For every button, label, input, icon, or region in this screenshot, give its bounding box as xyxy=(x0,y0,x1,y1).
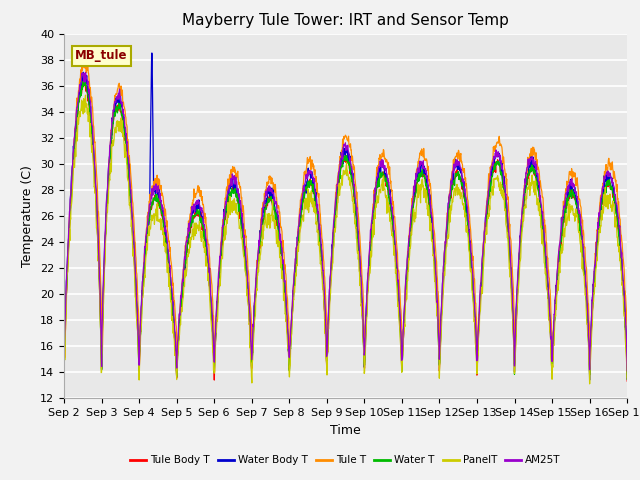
Tule T xyxy=(507,238,515,243)
Tule T xyxy=(549,357,557,363)
Tule Body T xyxy=(433,311,441,317)
Water Body T xyxy=(433,304,441,310)
Tule T xyxy=(60,312,68,318)
Y-axis label: Temperature (C): Temperature (C) xyxy=(22,165,35,267)
Tule Body T xyxy=(60,372,68,377)
Water T xyxy=(623,376,631,382)
AM25T xyxy=(82,70,90,75)
Tule T xyxy=(81,59,88,65)
AM25T xyxy=(507,265,515,271)
AM25T xyxy=(623,368,631,374)
Tule Body T xyxy=(557,240,564,245)
Line: AM25T: AM25T xyxy=(64,72,627,371)
Tule T xyxy=(249,347,257,352)
Water Body T xyxy=(249,350,257,356)
PanelT xyxy=(172,357,180,363)
Water Body T xyxy=(148,50,156,56)
Line: Tule T: Tule T xyxy=(64,62,627,360)
Text: MB_tule: MB_tule xyxy=(76,49,128,62)
Tule T xyxy=(623,325,631,331)
PanelT xyxy=(623,375,631,381)
Water T xyxy=(186,232,193,238)
Water Body T xyxy=(623,371,631,377)
PanelT xyxy=(186,245,193,251)
PanelT xyxy=(249,357,257,362)
Water T xyxy=(433,311,441,317)
Tule Body T xyxy=(623,378,631,384)
Water T xyxy=(507,274,515,279)
Line: Tule Body T: Tule Body T xyxy=(64,80,627,381)
Water T xyxy=(81,77,89,83)
PanelT xyxy=(82,92,90,98)
AM25T xyxy=(60,366,68,372)
Legend: Tule Body T, Water Body T, Tule T, Water T, PanelT, AM25T: Tule Body T, Water Body T, Tule T, Water… xyxy=(126,451,565,469)
Tule T xyxy=(433,276,441,282)
Water T xyxy=(557,238,564,243)
Water Body T xyxy=(60,380,68,386)
Line: PanelT: PanelT xyxy=(64,95,627,384)
Tule Body T xyxy=(172,355,180,360)
Water T xyxy=(60,377,68,383)
Tule Body T xyxy=(186,229,193,235)
AM25T xyxy=(557,230,564,236)
AM25T xyxy=(172,349,180,355)
Water Body T xyxy=(172,348,180,354)
Title: Mayberry Tule Tower: IRT and Sensor Temp: Mayberry Tule Tower: IRT and Sensor Temp xyxy=(182,13,509,28)
Tule Body T xyxy=(80,77,88,83)
Line: Water T: Water T xyxy=(64,80,627,380)
AM25T xyxy=(186,221,193,227)
Water Body T xyxy=(186,222,193,228)
Water Body T xyxy=(507,264,515,270)
AM25T xyxy=(433,298,441,304)
PanelT xyxy=(586,381,593,387)
PanelT xyxy=(557,250,564,255)
Tule Body T xyxy=(507,273,515,278)
Tule Body T xyxy=(249,346,257,351)
Water T xyxy=(249,351,257,357)
AM25T xyxy=(249,336,257,341)
Water Body T xyxy=(557,238,564,243)
Line: Water Body T: Water Body T xyxy=(64,53,627,383)
PanelT xyxy=(507,282,515,288)
PanelT xyxy=(60,376,68,382)
Tule T xyxy=(186,216,193,222)
Tule T xyxy=(172,322,180,327)
Tule T xyxy=(557,228,565,233)
PanelT xyxy=(433,306,441,312)
Water T xyxy=(172,360,180,365)
X-axis label: Time: Time xyxy=(330,424,361,437)
